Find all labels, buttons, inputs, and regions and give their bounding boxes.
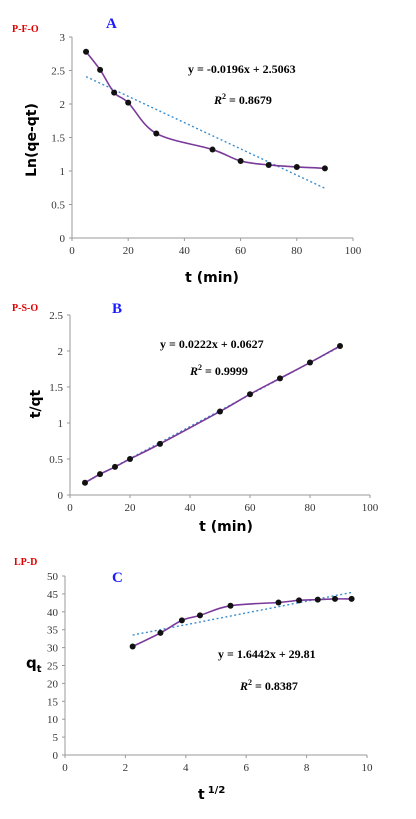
panel-a-x-tick-label: 40 bbox=[179, 245, 191, 257]
panel-b-y-tick-label: 1.5 bbox=[49, 382, 63, 394]
panel-c-y-tick-label: 25 bbox=[47, 661, 59, 673]
panel-b-data-point bbox=[82, 479, 88, 486]
panel-a-x-tick-label: 100 bbox=[345, 245, 362, 257]
panel-b-y-axis-label: t/qt bbox=[28, 389, 44, 418]
panel-b-x-tick-label: 80 bbox=[305, 502, 317, 514]
panel-b-x-tick-label: 0 bbox=[67, 502, 73, 514]
panel-c-series-line bbox=[132, 598, 352, 648]
panel-a-y-axis-label: Ln(qe-qt) bbox=[24, 103, 40, 177]
panel-b-x-axis-label: t (min) bbox=[199, 519, 253, 535]
panel-c-data-point bbox=[178, 617, 185, 624]
panel-a-y-tick-label: 0.5 bbox=[51, 200, 65, 212]
panel-a-data-point bbox=[111, 89, 118, 96]
panel-b-data-point bbox=[97, 471, 103, 478]
panel-a-series-line bbox=[85, 51, 325, 170]
panel-a-x-tick-label: 60 bbox=[235, 245, 247, 257]
panel-c-x-tick-label: 6 bbox=[243, 762, 249, 774]
panel-a-data-point bbox=[125, 99, 132, 106]
panel-c-letter: C bbox=[112, 570, 123, 586]
panel-c-y-tick-label: 5 bbox=[53, 732, 59, 744]
panel-c-y-tick-label: 10 bbox=[47, 714, 59, 726]
panel-a-y-tick-label: 3 bbox=[60, 32, 66, 44]
panel-b-trendline bbox=[84, 346, 341, 484]
panel-b-y-tick-label: 1 bbox=[58, 418, 64, 430]
panel-c-data-point bbox=[331, 595, 338, 602]
panel-c-x-tick-label: 0 bbox=[62, 762, 68, 774]
panel-b-series-line bbox=[84, 345, 341, 484]
panel-a-y-tick-label: 2.5 bbox=[51, 66, 65, 78]
panel-b-x-tick-label: 100 bbox=[362, 502, 379, 514]
panel-c-x-tick-label: 2 bbox=[123, 762, 129, 774]
panel-b-data-point bbox=[127, 456, 133, 462]
panel-b-data-point bbox=[112, 463, 118, 470]
panel-a-x-tick-label: 0 bbox=[69, 245, 75, 257]
panel-b-y-tick-label: 0 bbox=[58, 490, 64, 502]
panel-b-equation: y = 0.0222x + 0.0627 bbox=[160, 337, 264, 351]
panel-b-y-tick-label: 2.5 bbox=[49, 310, 63, 322]
panel-c-y-tick-label: 0 bbox=[53, 750, 59, 762]
panel-c-x-tick-label: 10 bbox=[362, 762, 374, 774]
panel-b-data-point bbox=[277, 375, 283, 382]
panel-a-y-tick-label: 1.5 bbox=[51, 133, 65, 145]
panel-b-data-point bbox=[217, 408, 223, 415]
panel-b: P-S-O B t/qt t (min) y = 0.0222x + 0.062… bbox=[12, 301, 379, 535]
panel-c-data-point bbox=[275, 599, 282, 606]
panel-c-equation: y = 1.6442x + 29.81 bbox=[218, 647, 316, 661]
panel-b-data-point bbox=[247, 391, 253, 398]
panel-b-y-tick-label: 2 bbox=[58, 346, 64, 358]
panel-b-y-tick-label: 0.5 bbox=[49, 454, 63, 466]
panel-c-data-point bbox=[129, 643, 136, 650]
panel-a-data-point bbox=[83, 48, 90, 55]
panel-b-data-point bbox=[337, 342, 343, 349]
panel-b-tag: P-S-O bbox=[12, 303, 38, 314]
panel-c-x-axis-label: t 1/2 bbox=[198, 785, 225, 803]
panel-c-y-axis-label: qt bbox=[26, 654, 42, 675]
panel-c-data-point bbox=[157, 629, 164, 636]
panel-a-r-squared: R2 = 0.8679 bbox=[213, 92, 272, 107]
panel-b-data-point bbox=[307, 359, 313, 366]
panel-b-x-tick-label: 20 bbox=[125, 502, 137, 514]
panel-a-tag: P-F-O bbox=[12, 24, 39, 35]
panel-c-data-point bbox=[227, 602, 234, 609]
panel-c-y-tick-label: 45 bbox=[47, 589, 59, 601]
panel-a: P-F-O A Ln(qe-qt) t (min) y = -0.0196x +… bbox=[12, 16, 362, 286]
panel-a-x-axis-label: t (min) bbox=[185, 270, 239, 286]
panel-c-y-tick-label: 50 bbox=[47, 571, 59, 583]
panel-c-data-point bbox=[348, 595, 355, 602]
panel-c-y-tick-label: 20 bbox=[47, 678, 59, 690]
panel-c-y-tick-label: 30 bbox=[47, 643, 59, 655]
panel-c-data-point bbox=[314, 596, 321, 603]
panel-a-data-point bbox=[209, 146, 216, 153]
panel-c-data-point bbox=[296, 597, 303, 604]
panel-c-r-squared: R2 = 0.8387 bbox=[239, 678, 298, 693]
panel-a-x-tick-label: 80 bbox=[291, 245, 303, 257]
panel-b-data-point bbox=[157, 440, 163, 447]
panel-b-r-squared: R2 = 0.9999 bbox=[189, 363, 248, 378]
panel-a-trendline bbox=[85, 76, 326, 189]
panel-a-equation: y = -0.0196x + 2.5063 bbox=[188, 62, 296, 76]
panel-c-x-tick-label: 8 bbox=[304, 762, 310, 774]
panel-a-data-point bbox=[237, 157, 244, 164]
panel-a-y-tick-label: 1 bbox=[60, 166, 66, 178]
panel-a-data-point bbox=[97, 66, 104, 73]
panel-a-y-tick-label: 2 bbox=[60, 99, 66, 111]
panel-c: LP-D C qt t 1/2 y = 1.6442x + 29.81 R2 = … bbox=[14, 557, 373, 803]
panel-a-data-point bbox=[321, 165, 328, 172]
panel-b-letter: B bbox=[112, 301, 122, 317]
panel-c-y-tick-label: 35 bbox=[47, 625, 59, 637]
panel-a-letter: A bbox=[106, 16, 117, 32]
panel-c-x-tick-label: 4 bbox=[183, 762, 189, 774]
panel-a-y-tick-label: 0 bbox=[60, 233, 66, 245]
panel-a-data-point bbox=[153, 130, 160, 137]
panel-a-data-point bbox=[265, 161, 272, 168]
panel-b-x-tick-label: 40 bbox=[185, 502, 197, 514]
panel-a-x-tick-label: 20 bbox=[123, 245, 135, 257]
panel-a-data-point bbox=[293, 163, 300, 170]
panel-c-data-point bbox=[196, 612, 203, 619]
panel-c-y-tick-label: 15 bbox=[47, 696, 59, 708]
panel-c-tag: LP-D bbox=[14, 557, 37, 568]
panel-b-x-tick-label: 60 bbox=[245, 502, 257, 514]
panel-c-y-tick-label: 40 bbox=[47, 607, 59, 619]
